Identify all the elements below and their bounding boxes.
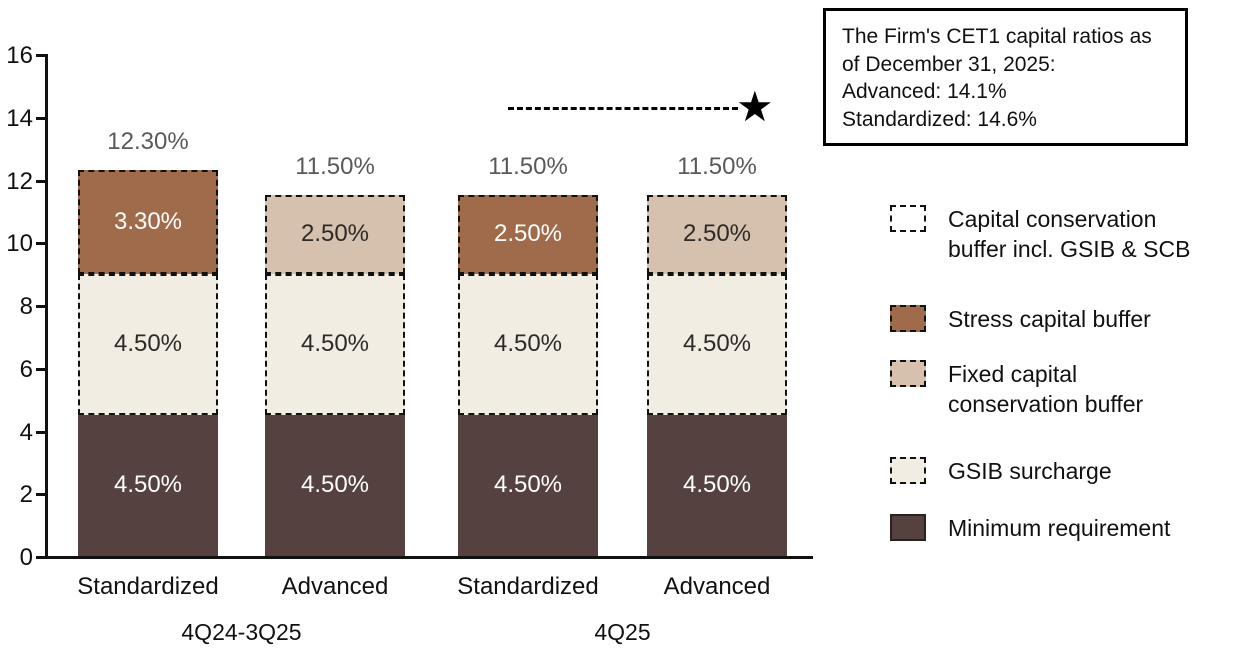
bar-segment-value-label: 4.50% <box>493 330 563 358</box>
y-axis-tick <box>36 116 45 120</box>
y-axis-tick-label: 12 <box>6 167 33 195</box>
y-axis-tick <box>36 556 45 559</box>
cet1-capital-ratios-chart: 0 2 4 6 8 10 12 14 16 4.50% 4.50% 3.30% 12.30% Standa… <box>6 42 813 645</box>
y-axis-tick <box>36 430 45 434</box>
bar-segment-value-label: 2.50% <box>493 220 563 248</box>
y-axis-tick <box>36 54 45 57</box>
bar-segment-value-label: 4.50% <box>493 471 563 499</box>
y-axis-tick-label: 16 <box>6 42 33 69</box>
stress-capital-buffer-swatch-icon <box>890 305 926 332</box>
legend-item-stress-capital-buffer: Stress capital buffer <box>890 304 1151 334</box>
y-axis-tick <box>36 367 45 371</box>
legend-item-fixed-capital-conservation-buffer: Fixed capital conservation buffer <box>890 359 1143 419</box>
y-axis-tick <box>36 305 45 308</box>
legend-label-line: GSIB surcharge <box>948 458 1112 484</box>
legend-item-gsib-surcharge: GSIB surcharge <box>890 456 1112 486</box>
bar-segment-value-label: 2.50% <box>682 220 752 248</box>
bar-segment-fixed-capital-conservation-buffer: 2.50% <box>265 195 405 274</box>
y-axis-tick-label: 6 <box>19 355 33 383</box>
y-axis-tick-label: 14 <box>6 104 33 132</box>
legend-label-line: conservation buffer <box>948 391 1144 417</box>
x-axis-category-label: Advanced <box>663 573 771 600</box>
fixed-capital-conservation-buffer-swatch-icon <box>890 360 926 387</box>
note-line: The Firm's CET1 capital ratios as <box>842 25 1152 48</box>
note-line: Standardized: 14.6% <box>842 107 1037 131</box>
bar-segment-gsib-surcharge: 4.50% <box>265 273 405 415</box>
legend-item-minimum-requirement: Minimum requirement <box>890 513 1170 543</box>
bar-segment-value-label: 4.50% <box>682 330 752 358</box>
bar-segment-stress-capital-buffer: 2.50% <box>458 195 598 274</box>
bar-segment-stress-capital-buffer: 3.30% <box>78 170 218 274</box>
bar-segment-value-label: 4.50% <box>300 330 370 358</box>
x-axis-category-label: Standardized <box>457 573 599 600</box>
y-axis-tick <box>36 179 45 183</box>
bar-segment-minimum-requirement: 4.50% <box>458 414 598 556</box>
legend-item-capital-conservation-buffer: Capital conservation buffer incl. GSIB &… <box>890 204 1190 264</box>
bar-segment-gsib-surcharge: 4.50% <box>647 273 787 415</box>
x-axis-category-label: Advanced <box>281 573 389 600</box>
legend-label-line: buffer incl. GSIB & SCB <box>948 236 1191 262</box>
gsib-surcharge-swatch-icon <box>890 457 926 484</box>
bar-segment-value-label: 4.50% <box>113 471 183 499</box>
legend-label-line: Minimum requirement <box>948 515 1171 541</box>
legend-label: Minimum requirement <box>948 513 1170 543</box>
target-dashed-line <box>508 106 738 110</box>
cet1-ratios-note-box: The Firm's CET1 capital ratios as of Dec… <box>823 8 1188 146</box>
y-axis-tick-label: 0 <box>19 544 33 571</box>
bar-segment-minimum-requirement: 4.50% <box>265 414 405 556</box>
note-line: Advanced: 14.1% <box>842 80 1007 103</box>
x-axis-group-label: 4Q25 <box>594 619 651 645</box>
y-axis-tick-label: 10 <box>6 230 33 258</box>
y-axis-tick <box>36 493 45 497</box>
y-axis-line <box>45 54 48 559</box>
bar-segment-fixed-capital-conservation-buffer: 2.50% <box>647 195 787 274</box>
capital-conservation-buffer-swatch-icon <box>890 205 926 232</box>
target-star-icon: ★ <box>736 82 774 130</box>
legend-label: Fixed capital conservation buffer <box>948 359 1143 419</box>
y-axis-tick-label: 4 <box>19 418 33 446</box>
bar-total-label: 11.50% <box>677 153 757 181</box>
minimum-requirement-swatch-icon <box>890 514 926 541</box>
legend-label: Stress capital buffer <box>948 304 1151 334</box>
y-axis-tick-label: 2 <box>19 481 33 509</box>
y-axis-tick <box>36 242 45 246</box>
bar-segment-value-label: 2.50% <box>300 220 370 248</box>
bar-segment-value-label: 4.50% <box>300 471 370 499</box>
bar-total-label: 11.50% <box>295 153 375 181</box>
legend-label: Capital conservation buffer incl. GSIB &… <box>948 204 1190 264</box>
bar-segment-gsib-surcharge: 4.50% <box>458 273 598 415</box>
legend-label-line: Capital conservation <box>948 206 1157 232</box>
x-axis-line <box>45 556 813 559</box>
bar-segment-value-label: 4.50% <box>113 330 183 358</box>
bar-segment-minimum-requirement: 4.50% <box>78 414 218 556</box>
bar-total-label: 11.50% <box>488 153 568 181</box>
bar-segment-minimum-requirement: 4.50% <box>647 414 787 556</box>
note-line: of December 31, 2025: <box>842 52 1056 76</box>
y-axis-tick-label: 8 <box>19 293 33 320</box>
bar-total-label: 12.30% <box>107 128 189 156</box>
legend-label-line: Stress capital buffer <box>948 306 1151 332</box>
legend-label: GSIB surcharge <box>948 456 1112 486</box>
bar-segment-value-label: 3.30% <box>113 207 183 235</box>
bar-segment-value-label: 4.50% <box>682 471 752 499</box>
x-axis-category-label: Standardized <box>77 573 219 600</box>
legend-label-line: Fixed capital <box>948 361 1078 387</box>
x-axis-group-label: 4Q24-3Q25 <box>181 619 302 645</box>
bar-segment-gsib-surcharge: 4.50% <box>78 273 218 415</box>
